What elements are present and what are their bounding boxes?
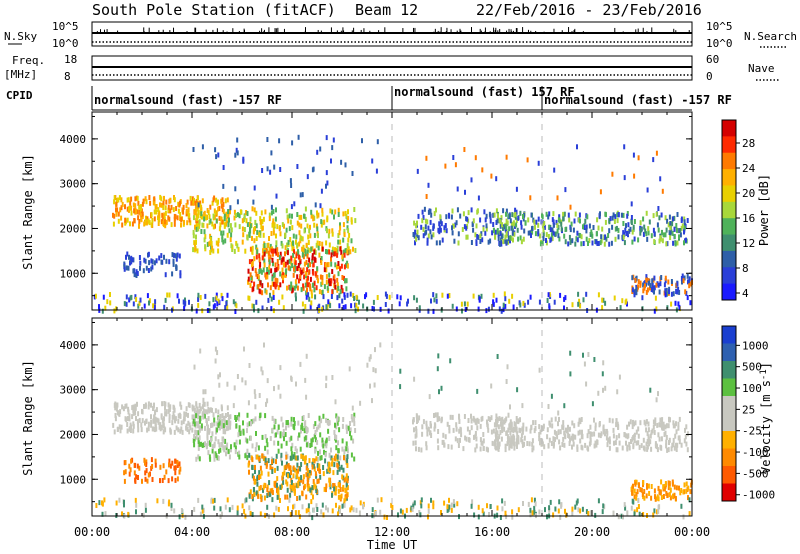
power-colorbar-swatch bbox=[722, 250, 736, 268]
nsky-right-lo-tick: 10^0 bbox=[706, 37, 733, 50]
x-tick-label: 12:00 bbox=[374, 525, 410, 539]
nsky-label: N.Sky bbox=[4, 30, 37, 43]
power-colorbar-swatch bbox=[722, 267, 736, 285]
freq-hi-tick: 18 bbox=[64, 53, 77, 66]
velocity-colorbar-tick: -25 bbox=[742, 425, 762, 438]
velocity-colorbar-label: Velocity [m s-1] bbox=[759, 362, 773, 474]
power-colorbar-label: Power [dB] bbox=[757, 174, 771, 246]
x-tick-label: 16:00 bbox=[474, 525, 510, 539]
velocity-ytick-label: 1000 bbox=[60, 473, 87, 486]
velocity-colorbar-tick: 1000 bbox=[742, 339, 769, 352]
x-tick-label: 20:00 bbox=[574, 525, 610, 539]
freq-label-1: Freq. bbox=[12, 54, 45, 67]
cpid-segment-3: normalsound (fast) -157 RF bbox=[544, 93, 732, 107]
power-colorbar-swatch bbox=[722, 152, 736, 170]
power-colorbar-tick: 28 bbox=[742, 137, 755, 150]
freq-label-2: [MHz] bbox=[4, 68, 37, 81]
power-colorbar-swatch bbox=[722, 185, 736, 203]
power-colorbar-swatch bbox=[722, 201, 736, 219]
velocity-colorbar-swatch bbox=[722, 466, 736, 484]
velocity-colorbar-tick: -500 bbox=[742, 467, 769, 480]
x-axis-label: Time UT bbox=[367, 538, 418, 552]
cpid-segment-1: normalsound (fast) -157 RF bbox=[94, 93, 282, 107]
velocity-colorbar-tick: 100 bbox=[742, 382, 762, 395]
power-colorbar-swatch bbox=[722, 218, 736, 236]
title-dates: 22/Feb/2016 - 23/Feb/2016 bbox=[476, 1, 702, 19]
power-colorbar-tick: 20 bbox=[742, 187, 755, 200]
power-colorbar-swatch bbox=[722, 120, 736, 137]
power-ytick-label: 2000 bbox=[60, 222, 87, 235]
power-colorbar-tick: 8 bbox=[742, 262, 749, 275]
title-station: South Pole Station (fitACF) bbox=[92, 1, 336, 19]
velocity-colorbar-swatch bbox=[722, 448, 736, 467]
nave-lo-tick: 0 bbox=[706, 70, 713, 83]
velocity-colorbar-swatch bbox=[722, 396, 736, 414]
nave-label: Nave bbox=[748, 62, 775, 75]
velocity-colorbar-swatch bbox=[722, 413, 736, 432]
velocity-colorbar-tick: 500 bbox=[742, 361, 762, 374]
nave-hi-tick: 60 bbox=[706, 53, 719, 66]
velocity-colorbar: 1000 500 100 25 -25 -100 -500 -1000 bbox=[721, 325, 775, 502]
velocity-colorbar-tick: -100 bbox=[742, 446, 769, 459]
title-beam: Beam 12 bbox=[355, 1, 418, 19]
power-colorbar-tick: 4 bbox=[742, 287, 749, 300]
velocity-colorbar-swatch bbox=[722, 326, 736, 344]
power-colorbar-tick: 12 bbox=[742, 237, 755, 250]
velocity-colorbar-swatch bbox=[722, 361, 736, 379]
cpid-label: CPID bbox=[6, 89, 33, 102]
velocity-colorbar-tick: -1000 bbox=[742, 489, 775, 502]
power-colorbar-tick: 16 bbox=[742, 212, 755, 225]
cpid-segment-2: normalsound (fast) 157 RF bbox=[394, 85, 575, 99]
x-tick-label: 00:00 bbox=[74, 525, 110, 539]
velocity-colorbar-tick: 25 bbox=[742, 403, 755, 416]
power-ytick-label: 4000 bbox=[60, 133, 87, 146]
power-panel: 1000 2000 3000 4000 bbox=[60, 111, 693, 314]
cpid-bar bbox=[91, 86, 692, 111]
nsky-right-hi-tick: 10^5 bbox=[706, 20, 733, 33]
freq-lo-tick: 8 bbox=[64, 70, 71, 83]
power-ytick-label: 3000 bbox=[60, 178, 87, 191]
power-ytick-label: 1000 bbox=[60, 267, 87, 280]
velocity-ytick-label: 3000 bbox=[60, 384, 87, 397]
power-colorbar-swatch bbox=[722, 136, 736, 154]
freq-panel bbox=[91, 55, 693, 81]
velocity-panel: 1000 2000 3000 4000 bbox=[60, 317, 693, 521]
x-tick-label: 04:00 bbox=[174, 525, 210, 539]
nsearch-label: N.Search bbox=[744, 30, 797, 43]
power-colorbar-swatch bbox=[722, 234, 736, 252]
power-colorbar-tick: 24 bbox=[742, 162, 756, 175]
velocity-colorbar-swatch bbox=[722, 378, 736, 397]
power-ylabel: Slant Range [km] bbox=[21, 154, 35, 270]
velocity-colorbar-swatch bbox=[722, 343, 736, 362]
power-colorbar: 28 24 20 16 12 8 4 bbox=[721, 119, 756, 301]
x-tick-label: 00:00 bbox=[674, 525, 710, 539]
velocity-colorbar-swatch bbox=[722, 431, 736, 449]
power-colorbar-swatch bbox=[722, 169, 736, 186]
x-tick-label: 08:00 bbox=[274, 525, 310, 539]
velocity-ylabel: Slant Range [km] bbox=[21, 360, 35, 476]
velocity-ytick-label: 2000 bbox=[60, 428, 87, 441]
velocity-colorbar-swatch bbox=[722, 483, 736, 502]
nsky-panel bbox=[91, 21, 693, 47]
nsky-lo-tick: 10^0 bbox=[52, 37, 79, 50]
nsky-hi-tick: 10^5 bbox=[52, 20, 79, 33]
velocity-ytick-label: 4000 bbox=[60, 339, 87, 352]
power-colorbar-swatch bbox=[722, 283, 736, 301]
